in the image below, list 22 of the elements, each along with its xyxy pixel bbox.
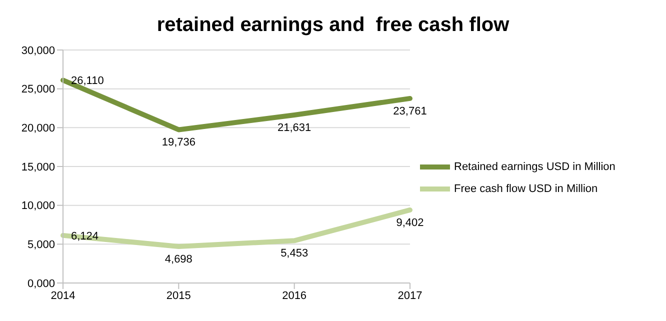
y-tick-label: 10,000: [21, 200, 55, 212]
y-tick-label: 25,000: [21, 84, 55, 96]
y-tick-label: 20,000: [21, 122, 55, 135]
legend-label: Retained earnings USD in Million: [454, 160, 616, 172]
data-label: 5,453: [280, 248, 308, 260]
y-tick-label: 5,000: [27, 239, 55, 252]
data-label: 21,631: [278, 122, 312, 134]
data-label: 6,124: [71, 230, 99, 242]
chart-title: retained earnings and free cash flow: [156, 13, 510, 38]
y-tick-label: 15,000: [21, 161, 55, 174]
data-label: 9,402: [396, 216, 424, 229]
y-tick-label: 0,000: [27, 278, 55, 290]
legend-label: Free cash flow USD in Million: [454, 182, 598, 194]
x-tick-label: 2014: [50, 290, 76, 302]
data-label: 19,736: [162, 136, 196, 149]
x-tick-label: 2016: [282, 290, 307, 302]
data-label: 26,110: [71, 75, 104, 88]
x-tick-label: 2017: [398, 290, 422, 302]
data-label: 23,761: [393, 105, 427, 118]
x-tick-label: 2015: [166, 290, 191, 302]
data-label: 4,698: [164, 254, 192, 266]
y-tick-label: 30,000: [21, 44, 55, 57]
